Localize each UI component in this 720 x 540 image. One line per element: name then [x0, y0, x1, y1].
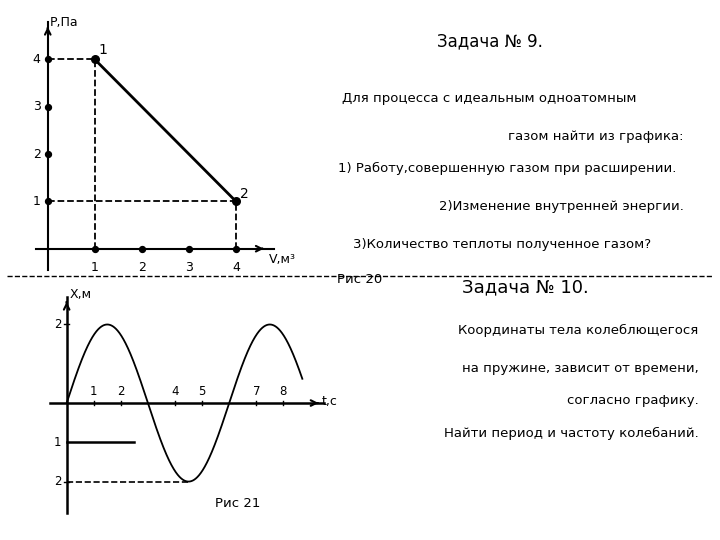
Text: Задача № 9.: Задача № 9.: [436, 32, 543, 50]
Point: [89, 245, 101, 253]
Text: согласно графику.: согласно графику.: [567, 394, 698, 407]
Text: Координаты тела колеблющегося: Координаты тела колеблющегося: [458, 324, 698, 337]
Point: [42, 197, 53, 206]
Point: [230, 197, 242, 206]
Text: V,м³: V,м³: [269, 253, 296, 266]
Point: [136, 245, 148, 253]
Point: [42, 55, 53, 64]
Text: 5: 5: [199, 386, 206, 399]
Text: 4: 4: [33, 53, 41, 66]
Point: [183, 245, 194, 253]
Text: 3)Количество теплоты полученное газом?: 3)Количество теплоты полученное газом?: [353, 238, 651, 251]
Text: X,м: X,м: [69, 288, 91, 301]
Text: 2)Изменение внутренней энергии.: 2)Изменение внутренней энергии.: [439, 200, 684, 213]
Text: 3: 3: [185, 260, 193, 274]
Text: 4: 4: [171, 386, 179, 399]
Text: t,с: t,с: [321, 395, 337, 408]
Text: 1: 1: [33, 195, 41, 208]
Point: [42, 103, 53, 111]
Text: 2: 2: [240, 187, 248, 200]
Point: [42, 150, 53, 158]
Text: 2: 2: [117, 386, 125, 399]
Text: Рис 20: Рис 20: [338, 273, 382, 286]
Text: 3: 3: [33, 100, 41, 113]
Text: 1: 1: [90, 386, 97, 399]
Point: [230, 245, 242, 253]
Text: 2: 2: [54, 475, 61, 488]
Text: газом найти из графика:: газом найти из графика:: [508, 130, 684, 143]
Text: 1: 1: [99, 43, 107, 57]
Text: 7: 7: [253, 386, 260, 399]
Text: Найти период и частоту колебаний.: Найти период и частоту колебаний.: [444, 427, 698, 440]
Text: P,Па: P,Па: [50, 16, 78, 29]
Text: 2: 2: [33, 147, 41, 160]
Text: 1: 1: [54, 436, 61, 449]
Text: 1) Работу,совершенную газом при расширении.: 1) Работу,совершенную газом при расширен…: [338, 162, 677, 175]
Text: Рис 21: Рис 21: [215, 497, 261, 510]
Text: 2: 2: [54, 318, 61, 331]
Point: [89, 55, 101, 64]
Text: 8: 8: [279, 386, 287, 399]
Text: Для процесса с идеальным одноатомным: Для процесса с идеальным одноатомным: [342, 92, 637, 105]
Text: 2: 2: [138, 260, 145, 274]
Text: Задача № 10.: Задача № 10.: [462, 278, 589, 296]
Text: 4: 4: [232, 260, 240, 274]
Text: на пружине, зависит от времени,: на пружине, зависит от времени,: [462, 362, 698, 375]
Text: 1: 1: [91, 260, 99, 274]
